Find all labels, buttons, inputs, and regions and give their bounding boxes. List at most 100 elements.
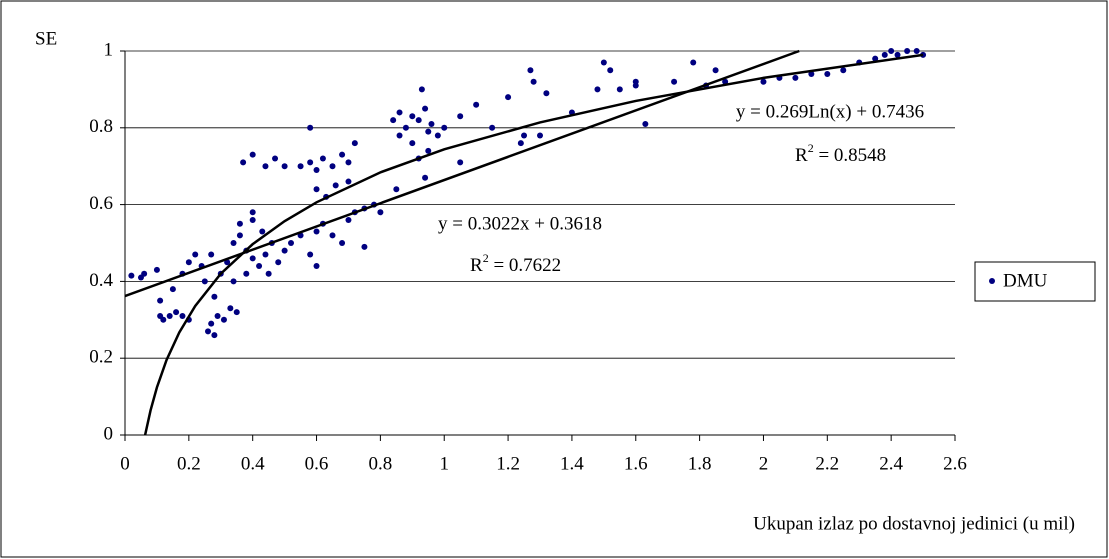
data-point	[409, 140, 416, 147]
data-point	[543, 90, 550, 97]
data-point	[530, 78, 537, 85]
data-point	[422, 105, 429, 112]
data-point	[671, 78, 678, 85]
data-point	[409, 113, 416, 120]
data-point	[157, 297, 164, 304]
data-point	[208, 251, 215, 258]
data-point	[722, 78, 729, 85]
x-tick-label: 2.4	[879, 453, 903, 474]
y-tick-label: 0.2	[89, 347, 113, 368]
data-point	[185, 259, 192, 266]
data-point	[179, 312, 186, 319]
x-tick-label: 2.2	[815, 453, 839, 474]
data-point	[236, 220, 243, 227]
data-point	[339, 240, 346, 246]
data-point	[881, 51, 888, 58]
data-point	[760, 78, 767, 85]
data-point	[227, 305, 234, 312]
x-tick-label: 1.6	[624, 453, 648, 474]
r-text: = 0.8548	[814, 145, 886, 166]
data-point	[505, 94, 512, 101]
data-point	[393, 186, 400, 193]
r-base: R	[470, 255, 483, 276]
data-point	[824, 71, 831, 78]
data-point	[339, 151, 346, 158]
data-point	[607, 67, 614, 74]
data-point	[205, 328, 211, 335]
data-point	[418, 86, 425, 93]
data-point	[275, 259, 282, 266]
data-point	[913, 48, 920, 54]
data-point	[259, 228, 266, 235]
trendline-equation: y = 0.3022x + 0.3618	[438, 213, 602, 234]
x-tick-label: 1.4	[560, 453, 584, 474]
r-sup: 2	[808, 141, 814, 155]
data-point	[345, 216, 352, 223]
data-point	[307, 124, 314, 131]
data-point	[415, 117, 422, 124]
data-point	[329, 232, 336, 239]
data-point	[297, 163, 304, 170]
x-tick-label: 1	[439, 453, 449, 474]
data-point	[240, 159, 247, 166]
data-point	[230, 278, 237, 285]
data-point	[345, 178, 352, 185]
data-point	[249, 209, 256, 216]
data-point	[425, 147, 432, 154]
data-point	[712, 67, 719, 74]
data-point	[434, 132, 441, 139]
data-point	[208, 320, 215, 327]
data-point	[313, 167, 320, 174]
data-point	[249, 151, 256, 158]
data-point	[211, 293, 218, 300]
data-point	[396, 132, 403, 139]
data-point	[173, 309, 180, 316]
data-point	[345, 159, 352, 166]
data-point	[153, 266, 160, 273]
data-point	[236, 232, 243, 239]
y-tick-label: 0.8	[89, 116, 113, 137]
data-point	[288, 240, 294, 246]
data-point	[872, 55, 879, 62]
data-point	[441, 124, 448, 131]
data-point	[457, 159, 464, 166]
data-point	[402, 124, 409, 131]
x-tick-label: 0.8	[369, 453, 393, 474]
data-point	[249, 255, 256, 262]
data-point	[690, 59, 697, 66]
data-point	[243, 270, 250, 277]
data-point	[425, 128, 432, 135]
data-point	[220, 316, 227, 323]
data-point	[396, 109, 403, 116]
data-point	[808, 71, 815, 78]
data-point	[230, 240, 237, 246]
y-tick-label: 0.4	[89, 270, 113, 291]
trendline	[143, 53, 924, 436]
data-point	[377, 209, 384, 216]
data-point	[214, 312, 221, 319]
data-point	[594, 86, 601, 93]
x-axis-label: Ukupan izlaz po dostavnoj jedinici (u mi…	[753, 513, 1075, 534]
data-point	[281, 247, 288, 254]
r-squared: R2 = 0.7622	[470, 251, 561, 277]
data-point	[489, 124, 496, 131]
data-point	[428, 120, 435, 127]
x-tick-label: 2	[759, 453, 769, 474]
data-point	[262, 251, 269, 258]
data-point	[307, 251, 314, 258]
data-point	[249, 216, 256, 223]
r-squared: R2 = 0.8548	[795, 141, 886, 167]
data-point	[457, 113, 464, 120]
data-point	[616, 86, 623, 93]
data-point	[390, 117, 397, 124]
data-point	[792, 74, 799, 81]
data-point	[319, 155, 326, 162]
legend-box	[974, 261, 1096, 302]
data-point	[141, 270, 148, 277]
y-tick-label: 0	[104, 423, 114, 444]
data-point	[840, 67, 847, 74]
x-tick-label: 2.6	[943, 453, 967, 474]
data-point	[351, 140, 358, 147]
data-point	[888, 48, 895, 54]
